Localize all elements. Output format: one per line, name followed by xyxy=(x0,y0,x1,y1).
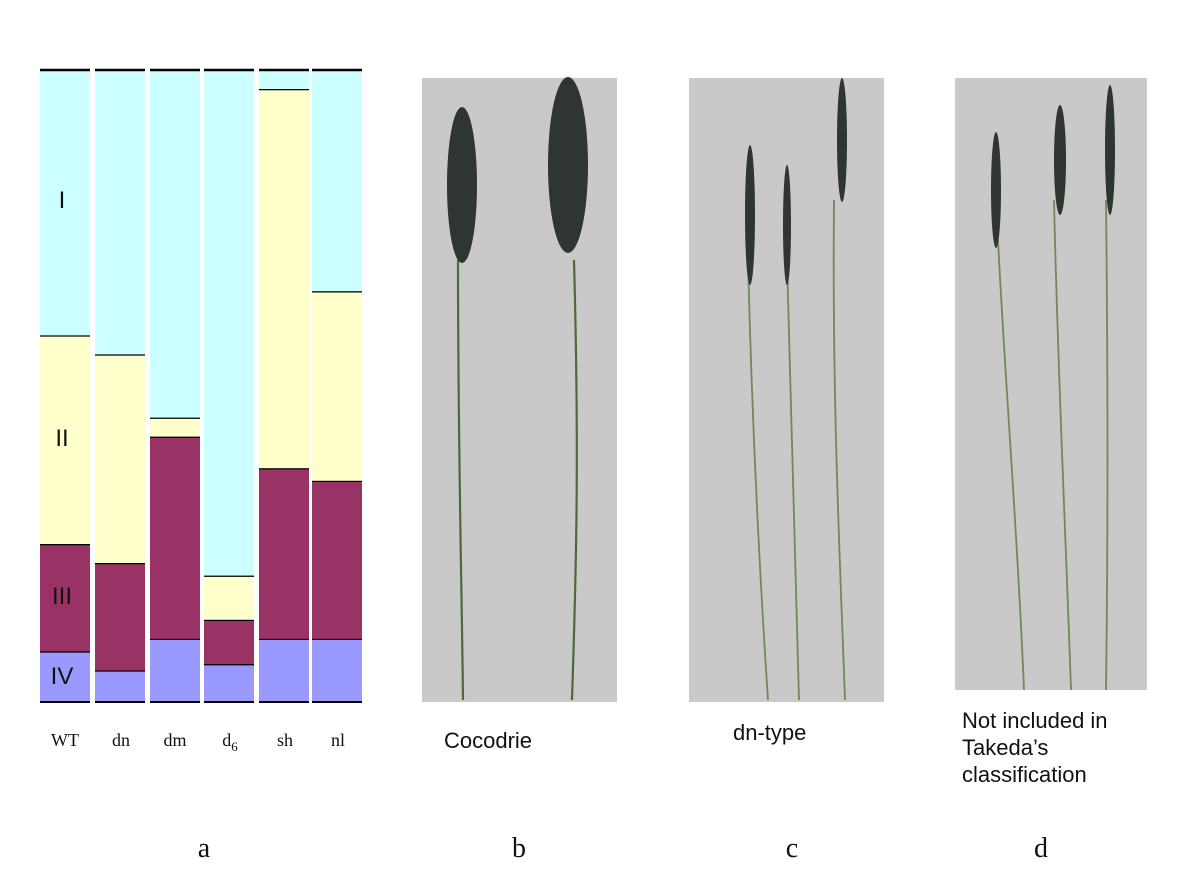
bar-sh-segment-iv xyxy=(259,638,309,702)
panel-letter-d: d xyxy=(1034,833,1048,864)
panel-letter-b: b xyxy=(512,833,526,864)
bar-sh-segment-i xyxy=(259,70,309,89)
bar-sh-segment-iii xyxy=(259,468,309,639)
bar-d6-segment-ii xyxy=(204,575,254,620)
tick-label-d6-subscript: 6 xyxy=(231,739,238,754)
tick-label-d6: d6 xyxy=(222,730,238,754)
bar-sh-segment-ii xyxy=(259,89,309,469)
bar-wt-segment-ii xyxy=(40,335,90,544)
tick-label-dn: dn xyxy=(112,730,130,750)
photo-dn-type xyxy=(689,78,884,702)
bar-nl-segment-iv xyxy=(312,638,362,702)
panicle-not-included-2 xyxy=(1054,105,1066,215)
bar-dm-segment-iii xyxy=(150,436,200,639)
panel-letter-a: a xyxy=(198,833,211,864)
stem-dn-type-3 xyxy=(832,199,846,701)
bar-dn-segment-iii xyxy=(95,563,145,671)
stem-not-included-2 xyxy=(1053,199,1072,691)
panicle-dn-type-1 xyxy=(745,145,755,285)
photo-cocodrie xyxy=(422,77,617,702)
stem-not-included-1 xyxy=(997,239,1025,691)
bar-dm-segment-ii xyxy=(150,417,200,437)
stem-dn-type-2 xyxy=(786,259,800,701)
caption-d-line-1: Not included in xyxy=(962,708,1108,733)
stem-cocodrie-2 xyxy=(570,259,578,701)
segment-label-I: I xyxy=(59,187,66,214)
bar-dm-segment-i xyxy=(150,70,200,418)
panicle-dn-type-3 xyxy=(837,78,847,202)
bar-nl-segment-iii xyxy=(312,480,362,639)
panicle-dn-type-2 xyxy=(783,165,791,285)
bar-d6-segment-i xyxy=(204,70,254,576)
bar-dn-segment-i xyxy=(95,70,145,355)
bar-wt-segment-iii xyxy=(40,544,90,652)
stem-cocodrie-1 xyxy=(456,259,465,701)
tick-label-wt: WT xyxy=(51,730,79,750)
segment-label-IV: IV xyxy=(51,663,74,690)
bar-d6-segment-iii xyxy=(204,619,254,664)
bar-wt-segment-iv xyxy=(40,651,90,702)
panicle-cocodrie-1 xyxy=(447,107,477,263)
panel-letter-c: c xyxy=(786,833,798,864)
tick-label-sh: sh xyxy=(277,730,293,750)
photo-not-included xyxy=(955,78,1147,691)
stem-not-included-3 xyxy=(1105,199,1109,691)
panicle-cocodrie-2 xyxy=(548,77,588,253)
tick-label-dm: dm xyxy=(163,730,186,750)
bar-nl-segment-i xyxy=(312,70,362,292)
bar-nl-segment-ii xyxy=(312,291,362,481)
caption-c: dn-type xyxy=(733,720,806,745)
bar-wt-segment-i xyxy=(40,70,90,336)
panicle-not-included-1 xyxy=(991,132,1001,248)
tick-label-d6-base: d xyxy=(222,730,231,750)
photo-not-included-background xyxy=(955,78,1147,690)
caption-d-line-3: classification xyxy=(962,762,1087,787)
caption-b: Cocodrie xyxy=(444,728,532,753)
caption-d-line-2: Takeda’s xyxy=(962,735,1048,760)
segment-label-III: III xyxy=(52,583,72,610)
stem-dn-type-1 xyxy=(747,259,769,701)
segment-label-II: II xyxy=(55,425,68,452)
tick-label-nl: nl xyxy=(331,730,345,750)
internode-bar-chart xyxy=(40,68,362,703)
bar-d6-segment-iv xyxy=(204,664,254,702)
bar-dm-segment-iv xyxy=(150,638,200,702)
bar-dn-segment-ii xyxy=(95,354,145,563)
panicle-not-included-3 xyxy=(1105,85,1115,215)
bar-dn-segment-iv xyxy=(95,670,145,702)
